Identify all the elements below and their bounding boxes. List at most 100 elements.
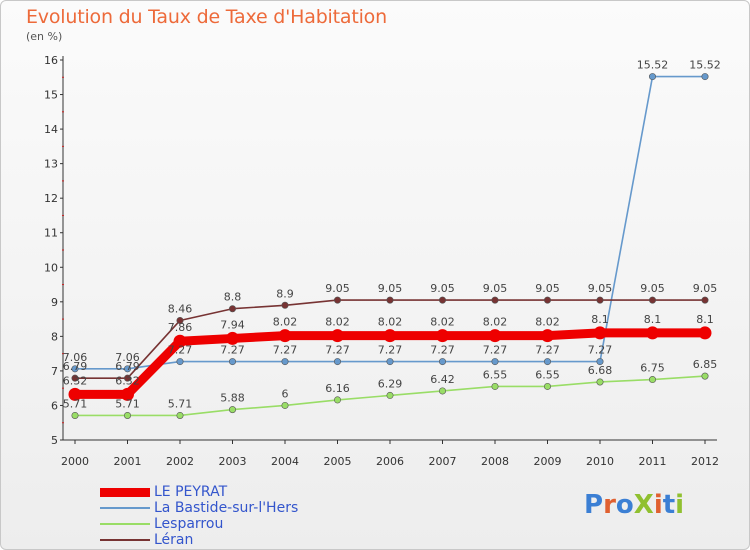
data-point <box>436 329 449 343</box>
y-tick-label: 16 <box>44 54 58 67</box>
legend-label: La Bastide-sur-l'Hers <box>154 500 299 516</box>
data-label: 9.05 <box>693 282 718 295</box>
data-label: 15.52 <box>689 59 721 72</box>
x-tick-label: 2008 <box>481 455 509 468</box>
data-label: 5.71 <box>115 397 140 410</box>
data-point <box>543 382 551 390</box>
data-point <box>333 396 341 404</box>
data-label: 8.9 <box>276 287 294 300</box>
data-point <box>176 411 184 419</box>
data-label: 7.27 <box>483 344 508 357</box>
data-label: 5.71 <box>63 397 88 410</box>
x-tick-label: 2004 <box>271 455 299 468</box>
y-tick-label: 8 <box>51 330 58 343</box>
x-tick-label: 2005 <box>324 455 352 468</box>
data-point <box>701 73 709 81</box>
legend-swatch <box>100 539 150 541</box>
x-tick-label: 2000 <box>61 455 89 468</box>
y-tick-label: 11 <box>44 227 58 240</box>
data-point <box>491 358 499 366</box>
data-label: 9.05 <box>430 282 455 295</box>
data-label: 15.52 <box>637 59 669 72</box>
data-label: 6 <box>282 387 289 400</box>
data-label: 7.06 <box>115 351 140 364</box>
data-point <box>543 296 551 304</box>
data-label: 7.27 <box>430 344 455 357</box>
data-point <box>698 326 712 340</box>
y-tick-label: 6 <box>51 399 58 412</box>
data-label: 6.79 <box>115 360 140 373</box>
data-label: 8.02 <box>430 316 455 329</box>
data-point <box>124 411 132 419</box>
data-label: 6.42 <box>430 373 455 386</box>
data-label: 6.85 <box>693 358 718 371</box>
line-chart: 5 6 7 8 9 10 11 12 13 14 15 16 2000 2001 2002 2003 2004 2… <box>44 54 721 468</box>
x-tick-label: 2009 <box>534 455 562 468</box>
data-point <box>438 387 446 395</box>
data-point <box>229 358 237 366</box>
y-tick-label: 13 <box>44 158 58 171</box>
data-point <box>124 374 132 382</box>
y-tick-label: 10 <box>44 261 58 274</box>
data-point <box>278 329 292 343</box>
data-label: 8.8 <box>224 291 242 304</box>
chart-subtitle: (en %) <box>26 30 63 43</box>
data-point <box>593 326 607 340</box>
data-label: 7.27 <box>325 344 350 357</box>
data-point <box>701 296 709 304</box>
data-label: 6.32 <box>115 374 140 387</box>
data-label: 9.05 <box>483 282 508 295</box>
data-point <box>176 316 184 324</box>
data-label: 8.02 <box>273 316 298 329</box>
data-label: 7.27 <box>273 344 298 357</box>
data-label: 7.94 <box>220 318 245 331</box>
data-label: 9.05 <box>588 282 613 295</box>
data-label: 8.02 <box>378 316 403 329</box>
data-point <box>648 376 656 384</box>
legend-swatch <box>100 523 150 525</box>
data-point <box>226 331 239 345</box>
legend-label: Léran <box>154 532 194 548</box>
data-label: 6.16 <box>325 382 350 395</box>
y-tick-label: 5 <box>51 434 58 447</box>
data-point <box>333 358 341 366</box>
data-point <box>386 391 394 399</box>
data-label: 9.05 <box>640 282 665 295</box>
data-label: 8.1 <box>696 313 714 326</box>
data-label: 6.29 <box>378 377 403 390</box>
data-point <box>281 301 289 309</box>
data-point <box>281 358 289 366</box>
data-label: 6.79 <box>63 360 88 373</box>
data-point <box>543 358 551 366</box>
data-label: 9.05 <box>378 282 403 295</box>
x-tick-label: 2011 <box>639 455 667 468</box>
data-point <box>229 305 237 313</box>
data-point <box>121 387 134 401</box>
data-label: 8.02 <box>325 316 350 329</box>
data-label: 7.06 <box>63 351 88 364</box>
data-point <box>71 365 79 373</box>
data-label: 6.32 <box>63 374 88 387</box>
data-point <box>71 411 79 419</box>
data-label: 8.46 <box>168 302 193 315</box>
chart-title: Evolution du Taux de Taxe d'Habitation <box>26 6 387 28</box>
legend-swatch <box>100 507 150 509</box>
data-label: 5.71 <box>168 397 193 410</box>
data-point <box>596 358 604 366</box>
data-label: 5.88 <box>220 392 245 405</box>
data-label: 6.55 <box>483 368 508 381</box>
data-point <box>438 358 446 366</box>
data-label: 8.02 <box>535 316 560 329</box>
data-label: 6.68 <box>588 364 613 377</box>
data-point <box>488 329 502 343</box>
data-point <box>491 382 499 390</box>
data-point <box>646 326 659 340</box>
data-label: 7.27 <box>535 344 560 357</box>
data-point <box>438 296 446 304</box>
y-tick-label: 15 <box>44 89 58 102</box>
data-point <box>491 296 499 304</box>
data-label: 7.27 <box>168 344 193 357</box>
data-label: 7.86 <box>168 321 193 334</box>
data-label: 8.1 <box>644 313 662 326</box>
